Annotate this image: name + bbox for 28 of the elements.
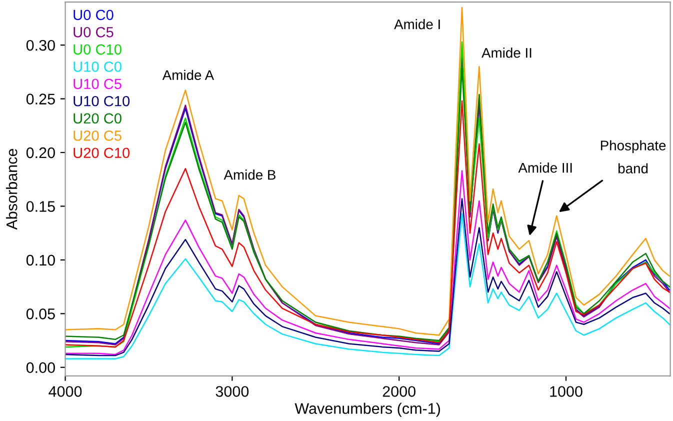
- text: U10 C5: [74, 78, 122, 90]
- text: U0 C0: [74, 10, 114, 20]
- text: U10 C10: [74, 96, 130, 106]
- x-tick-label: 2000: [382, 386, 416, 397]
- y-tick-label: 0.20: [26, 147, 55, 158]
- x-tick-label: 1000: [550, 386, 582, 397]
- x-tick-label: 4000: [48, 386, 82, 397]
- annotation: Amide II: [482, 48, 532, 58]
- x-tick-label: 3000: [216, 386, 249, 397]
- text: U20 C10: [74, 148, 130, 158]
- annotation: Amide A: [162, 70, 214, 80]
- annotation: Amide I: [394, 19, 440, 30]
- annotation: Phosphate band: [600, 140, 666, 174]
- text: U10 C0: [74, 62, 122, 72]
- y-tick-label: 0.25: [26, 94, 55, 104]
- text: U20 C0: [74, 113, 122, 124]
- y-tick-label: 0.05: [26, 308, 55, 320]
- annotation: Amide B: [224, 170, 276, 180]
- annotation: Amide III: [518, 162, 572, 173]
- y-tick-label: 0.00: [26, 362, 55, 374]
- y-tick-label: 0.10: [26, 254, 55, 266]
- y-tick-label: 0.30: [26, 40, 55, 51]
- text: U20 C5: [74, 130, 122, 141]
- y-tick-label: 0.15: [26, 201, 55, 212]
- text: U0 C10: [74, 44, 122, 55]
- y-axis-title: Absorbance: [6, 148, 18, 230]
- text: U0 C5: [74, 27, 114, 38]
- x-axis-title: Wavenumbers (cm-1): [294, 402, 440, 417]
